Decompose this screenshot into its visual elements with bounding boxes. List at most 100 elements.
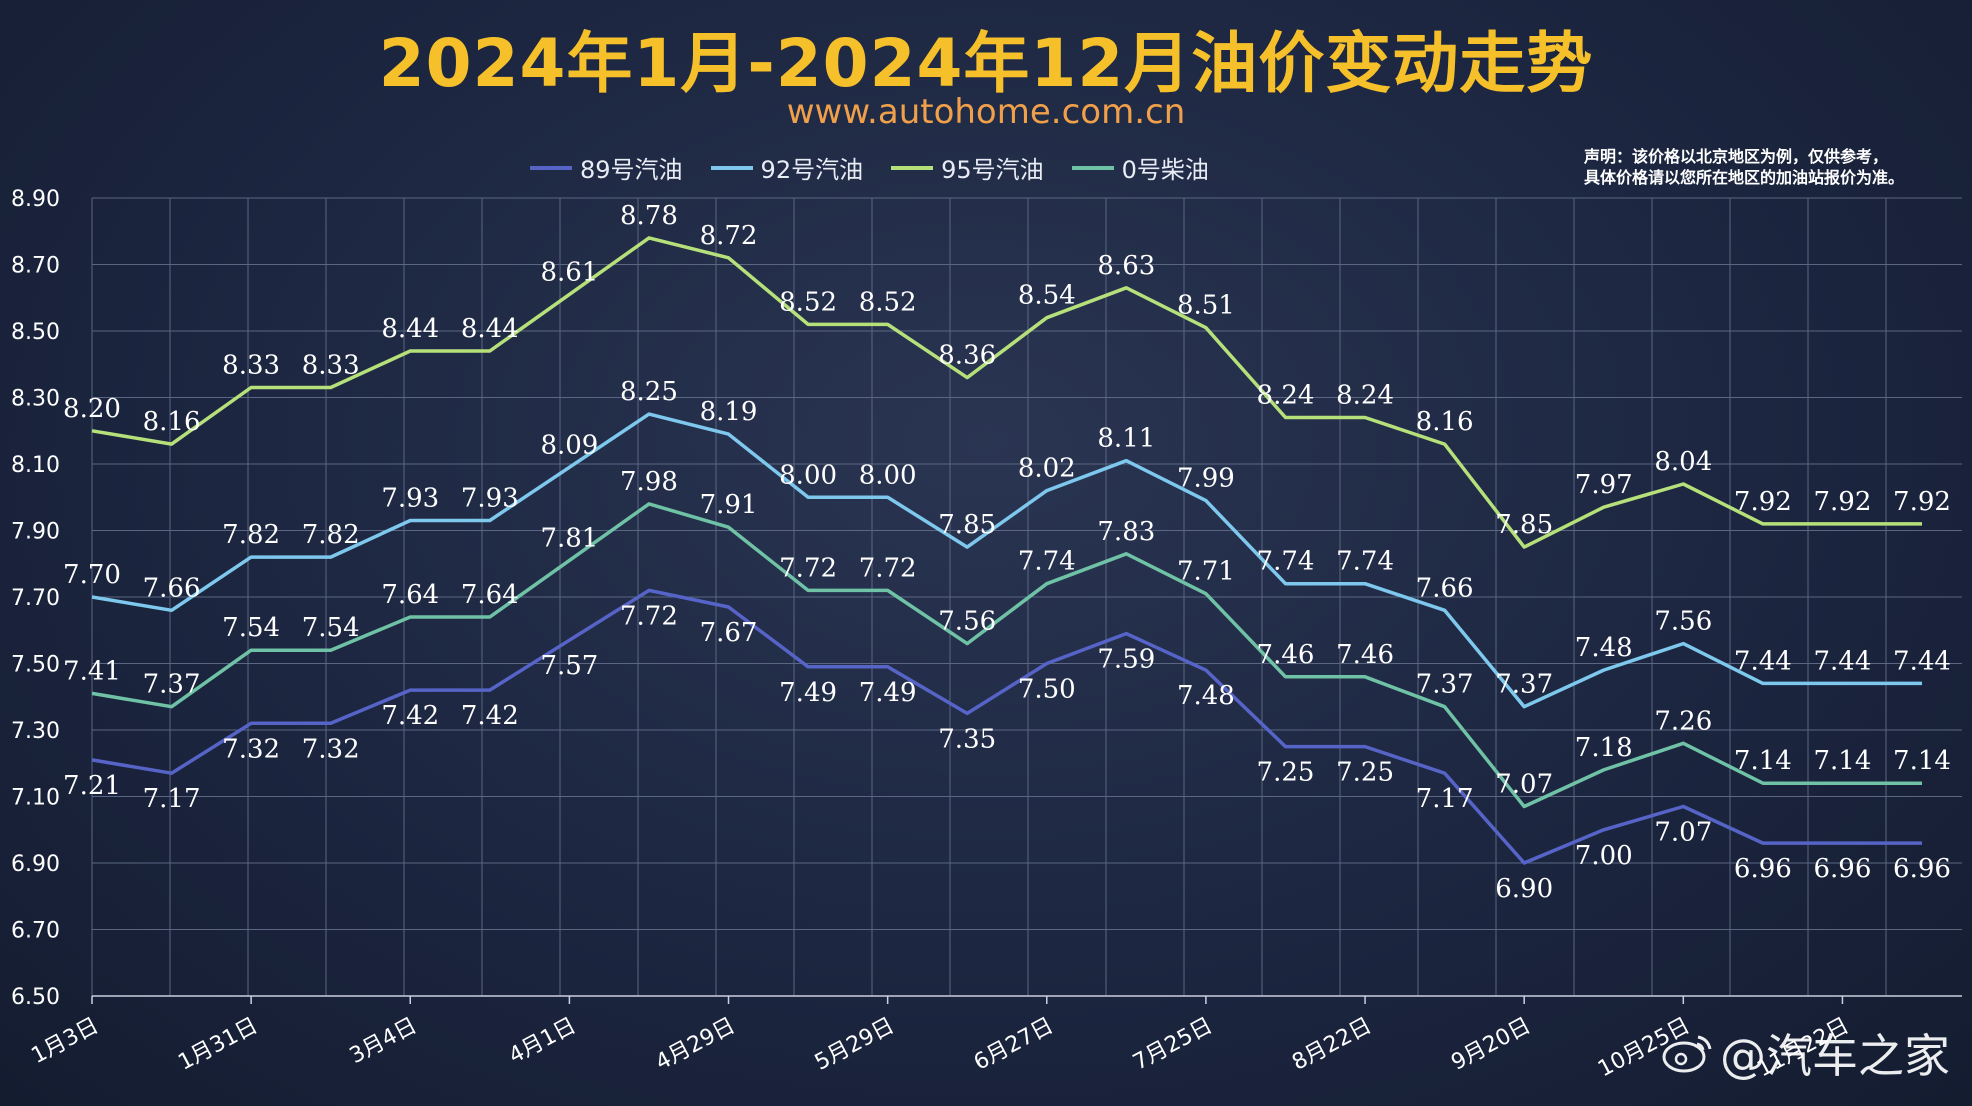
x-tick-label: 9月20日 bbox=[1447, 1013, 1535, 1075]
data-label: 8.16 bbox=[1416, 407, 1474, 437]
data-label: 7.67 bbox=[700, 618, 758, 648]
legend-label-92: 92号汽油 bbox=[760, 156, 864, 184]
data-label: 8.52 bbox=[859, 287, 917, 317]
data-label: 7.81 bbox=[540, 523, 598, 553]
data-label: 7.44 bbox=[1734, 646, 1792, 676]
y-tick-label: 6.70 bbox=[11, 919, 60, 944]
data-label: 7.49 bbox=[859, 678, 917, 708]
data-label: 8.19 bbox=[700, 397, 758, 427]
data-label: 7.72 bbox=[859, 553, 917, 583]
data-label: 7.66 bbox=[143, 573, 201, 603]
legend-label-95: 95号汽油 bbox=[941, 156, 1044, 184]
y-tick-label: 8.90 bbox=[11, 187, 60, 212]
data-label: 7.82 bbox=[302, 520, 360, 550]
data-label: 7.92 bbox=[1893, 487, 1951, 517]
data-label: 7.25 bbox=[1336, 758, 1394, 788]
y-tick-label: 8.70 bbox=[11, 254, 60, 279]
data-label-layer: 7.21 7.17 7.32 7.32 7.42 7.42 7.57 7.72 7.67 7.49… bbox=[63, 201, 1951, 904]
x-tick-label: 5月29日 bbox=[811, 1013, 899, 1075]
data-label: 7.07 bbox=[1495, 769, 1553, 799]
legend-swatch-95 bbox=[891, 165, 934, 170]
data-label: 7.99 bbox=[1177, 464, 1235, 494]
y-tick-label: 7.50 bbox=[11, 653, 60, 678]
y-tick-label: 6.50 bbox=[11, 985, 60, 1010]
data-label: 8.44 bbox=[381, 314, 439, 344]
data-label: 7.85 bbox=[938, 510, 996, 540]
series-layer bbox=[91, 236, 1922, 865]
legend-swatch-diesel bbox=[1071, 165, 1114, 170]
x-tick-label: 4月29日 bbox=[652, 1013, 740, 1075]
data-label: 8.51 bbox=[1177, 291, 1235, 321]
data-label: 8.72 bbox=[700, 221, 758, 251]
data-label: 7.07 bbox=[1654, 817, 1712, 847]
data-label: 7.17 bbox=[143, 784, 201, 814]
data-label: 7.18 bbox=[1575, 733, 1633, 763]
data-label: 7.74 bbox=[1336, 547, 1394, 577]
data-label: 7.74 bbox=[1018, 547, 1076, 577]
data-label: 7.56 bbox=[938, 607, 996, 637]
series-line-2 bbox=[91, 236, 1922, 549]
data-label: 7.14 bbox=[1813, 746, 1871, 776]
data-label: 8.52 bbox=[779, 287, 837, 317]
data-label: 7.91 bbox=[700, 490, 758, 520]
data-label: 7.66 bbox=[1416, 573, 1474, 603]
disclaimer-line-1: 声明：该价格以北京地区为例，仅供参考， bbox=[1584, 147, 1889, 166]
data-label: 7.97 bbox=[1575, 470, 1633, 500]
data-label: 7.42 bbox=[381, 701, 439, 731]
data-label: 8.09 bbox=[540, 430, 598, 460]
x-tick-label: 7月25日 bbox=[1129, 1013, 1217, 1075]
data-label: 6.96 bbox=[1893, 854, 1951, 884]
legend-label-89: 89号汽油 bbox=[580, 156, 683, 184]
chart-title: 2024年1月-2024年12月油价变动走势 bbox=[378, 25, 1594, 102]
data-label: 7.54 bbox=[302, 613, 360, 643]
data-label: 7.41 bbox=[63, 656, 121, 686]
data-label: 7.64 bbox=[461, 580, 519, 610]
data-label: 7.26 bbox=[1654, 706, 1712, 736]
watermark-text: @汽车之家 bbox=[1720, 1029, 1950, 1083]
data-label: 6.96 bbox=[1813, 854, 1871, 884]
data-label: 7.85 bbox=[1495, 510, 1553, 540]
y-tick-label: 7.70 bbox=[11, 586, 60, 611]
data-label: 8.33 bbox=[222, 351, 280, 381]
data-label: 7.64 bbox=[381, 580, 439, 610]
watermark: @汽车之家 bbox=[1660, 1020, 1950, 1086]
data-label: 7.56 bbox=[1654, 607, 1712, 637]
disclaimer: 声明：该价格以北京地区为例，仅供参考， 具体价格请以您所在地区的加油站报价为准。 bbox=[1584, 146, 1954, 188]
data-label: 6.90 bbox=[1495, 874, 1553, 904]
x-tick-label: 1月31日 bbox=[174, 1013, 262, 1075]
data-label: 8.00 bbox=[859, 460, 917, 490]
y-tick-label: 6.90 bbox=[11, 852, 60, 877]
data-label: 7.98 bbox=[620, 467, 678, 497]
data-label: 7.25 bbox=[1257, 758, 1315, 788]
data-label: 7.44 bbox=[1813, 646, 1871, 676]
data-label: 8.20 bbox=[63, 394, 121, 424]
legend-item-95: 95号汽油 bbox=[891, 150, 1044, 185]
data-label: 7.82 bbox=[222, 520, 280, 550]
data-label: 7.72 bbox=[779, 553, 837, 583]
data-label: 7.54 bbox=[222, 613, 280, 643]
legend-item-diesel: 0号柴油 bbox=[1071, 150, 1209, 185]
data-label: 8.63 bbox=[1097, 251, 1155, 281]
x-tick-label: 8月22日 bbox=[1288, 1013, 1376, 1075]
data-label: 7.50 bbox=[1018, 675, 1076, 705]
data-label: 7.83 bbox=[1097, 517, 1155, 547]
data-label: 8.78 bbox=[620, 201, 678, 231]
legend-swatch-92 bbox=[710, 165, 753, 170]
data-label: 8.36 bbox=[938, 341, 996, 371]
data-label: 8.24 bbox=[1257, 380, 1315, 410]
chart-legend: 89号汽油 92号汽油 95号汽油 0号柴油 bbox=[530, 150, 1209, 185]
data-label: 7.72 bbox=[620, 601, 678, 631]
data-label: 7.37 bbox=[1495, 670, 1553, 700]
data-label: 8.33 bbox=[302, 351, 360, 381]
data-label: 8.44 bbox=[461, 314, 519, 344]
data-label: 7.21 bbox=[63, 771, 121, 801]
data-label: 7.74 bbox=[1257, 547, 1315, 577]
data-label: 7.42 bbox=[461, 701, 519, 731]
data-label: 8.61 bbox=[540, 257, 598, 287]
data-label: 7.48 bbox=[1177, 681, 1235, 711]
data-label: 6.96 bbox=[1734, 854, 1792, 884]
series-line-0 bbox=[91, 588, 1922, 865]
x-tick-label: 6月27日 bbox=[970, 1013, 1058, 1075]
data-label: 7.00 bbox=[1575, 841, 1633, 871]
